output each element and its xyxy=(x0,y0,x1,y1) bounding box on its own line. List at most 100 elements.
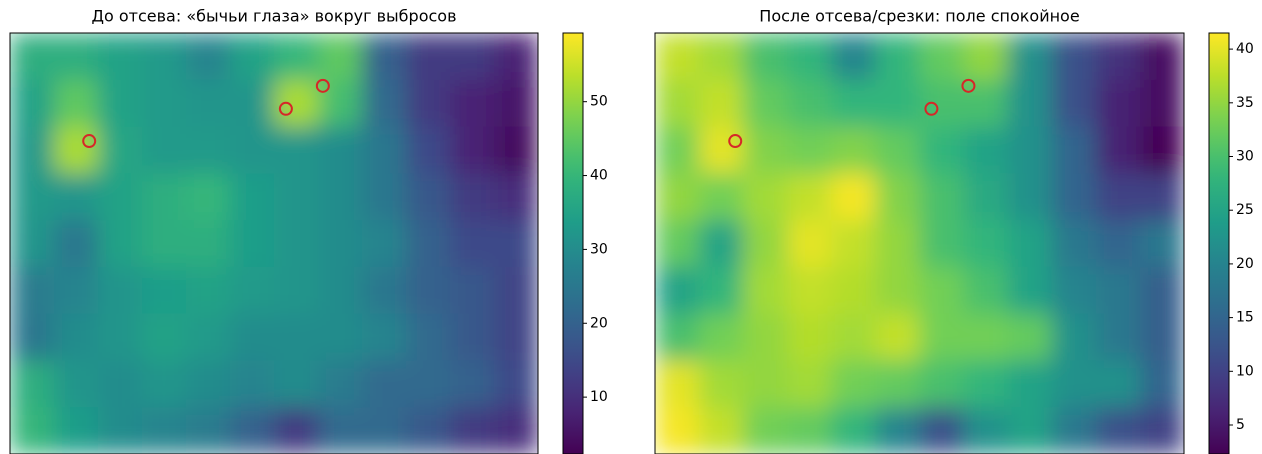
heatmap xyxy=(655,33,1184,454)
heatmap-cell xyxy=(1095,220,1141,268)
heatmap-cell xyxy=(875,79,920,128)
heatmap-cell xyxy=(1007,360,1053,408)
heatmap-cell xyxy=(98,313,143,361)
colorbar xyxy=(562,32,584,454)
heatmap-cell xyxy=(318,407,363,454)
colorbar-tick-label: 25 xyxy=(1236,202,1254,218)
heatmap-cell xyxy=(831,313,876,361)
outlier-marker xyxy=(82,134,97,149)
heatmap-cell xyxy=(54,360,99,408)
heatmap-cell xyxy=(1095,407,1141,454)
heatmap-cell xyxy=(10,407,55,454)
heatmap-cell xyxy=(1007,33,1053,81)
heatmap-cell xyxy=(1095,33,1141,81)
heatmap-cell xyxy=(831,360,876,408)
heatmap-cell xyxy=(1095,126,1141,174)
heatmap-cell xyxy=(450,407,495,454)
heatmap-cell xyxy=(655,79,700,128)
heatmap-cell xyxy=(743,313,788,361)
heatmap-cell xyxy=(787,266,832,315)
heatmap-cell xyxy=(186,360,231,408)
heatmap-cell xyxy=(230,126,275,174)
outlier-marker xyxy=(961,78,976,93)
heatmap-cell xyxy=(10,79,55,128)
outlier-marker xyxy=(728,134,743,149)
heatmap-cell xyxy=(919,407,965,454)
heatmap-cell xyxy=(450,79,495,128)
heatmap-cell xyxy=(98,33,143,81)
heatmap-cell xyxy=(699,173,744,221)
heatmap-cell xyxy=(919,33,965,81)
heatmap-cell xyxy=(919,220,965,268)
heatmap-cell xyxy=(10,360,55,408)
heatmap-cell xyxy=(963,33,1009,81)
heatmap-cell xyxy=(655,313,700,361)
heatmap-cell xyxy=(1139,220,1184,268)
heatmap-cell xyxy=(318,173,363,221)
heatmap-cell xyxy=(787,79,832,128)
heatmap-cell xyxy=(787,360,832,408)
heatmap-cell xyxy=(1007,220,1053,268)
heatmap-cell xyxy=(318,360,363,408)
heatmap-cell xyxy=(98,173,143,221)
heatmap-cell xyxy=(1007,313,1053,361)
heatmap-cell xyxy=(186,407,231,454)
heatmap-cell xyxy=(655,173,700,221)
heatmap-cell xyxy=(98,220,143,268)
heatmap-cell xyxy=(494,173,538,221)
heatmap-cell xyxy=(318,79,363,128)
heatmap-cell xyxy=(1051,313,1097,361)
heatmap-cell xyxy=(1095,79,1141,128)
heatmap-cell xyxy=(963,313,1009,361)
heatmap-cell xyxy=(831,33,876,81)
heatmap-cell xyxy=(831,79,876,128)
heatmap-cell xyxy=(787,173,832,221)
heatmap-cell xyxy=(318,266,363,315)
heatmap-cell xyxy=(494,126,538,174)
heatmap-cell xyxy=(450,33,495,81)
heatmap-cell xyxy=(1007,173,1053,221)
heatmap-cell xyxy=(406,126,451,174)
heatmap-cell xyxy=(186,173,231,221)
heatmap-cell xyxy=(787,126,832,174)
plot-frame xyxy=(9,32,539,454)
heatmap-cell xyxy=(1139,313,1184,361)
heatmap-cell xyxy=(699,79,744,128)
heatmap-cell xyxy=(494,313,538,361)
heatmap-cell xyxy=(142,360,187,408)
heatmap-cell xyxy=(655,220,700,268)
heatmap-cell xyxy=(406,173,451,221)
heatmap-cells xyxy=(655,33,1184,454)
heatmap-cell xyxy=(362,220,407,268)
outlier-marker xyxy=(924,101,939,116)
heatmap-cell xyxy=(274,407,319,454)
heatmap-cell xyxy=(494,33,538,81)
heatmap-cell xyxy=(963,126,1009,174)
heatmap-cell xyxy=(1007,126,1053,174)
heatmap-cell xyxy=(362,360,407,408)
heatmap-cell xyxy=(142,220,187,268)
heatmap-cell xyxy=(699,33,744,81)
colorbar-tick-label: 10 xyxy=(590,389,608,405)
heatmap-cell xyxy=(787,33,832,81)
colorbar-tick-label: 40 xyxy=(1236,41,1254,57)
heatmap-cell xyxy=(875,266,920,315)
heatmap-cell xyxy=(142,33,187,81)
heatmap-cell xyxy=(406,220,451,268)
heatmap-cell xyxy=(54,220,99,268)
heatmap-cell xyxy=(318,33,363,81)
heatmap-cell xyxy=(1139,407,1184,454)
heatmap-cell xyxy=(274,220,319,268)
heatmap-cell xyxy=(1139,266,1184,315)
heatmap-cell xyxy=(919,173,965,221)
heatmap-cell xyxy=(1051,79,1097,128)
heatmap-cell xyxy=(406,266,451,315)
heatmap-cell xyxy=(186,79,231,128)
heatmap-cell xyxy=(186,220,231,268)
heatmap-cell xyxy=(54,33,99,81)
heatmap-cell xyxy=(699,407,744,454)
heatmap-cell xyxy=(963,173,1009,221)
outlier-marker xyxy=(315,78,330,93)
heatmap-cell xyxy=(655,266,700,315)
heatmap-cell xyxy=(831,407,876,454)
